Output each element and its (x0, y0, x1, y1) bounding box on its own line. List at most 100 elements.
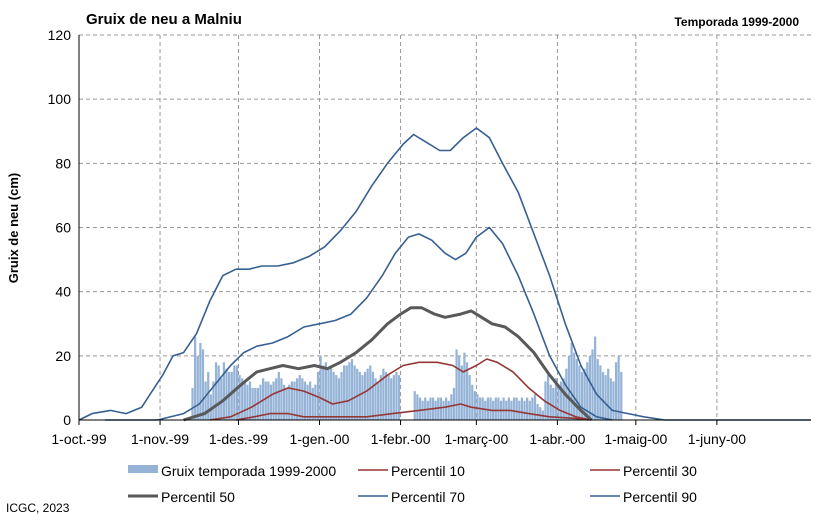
snow-depth-bar (225, 368, 228, 420)
snow-depth-bar (345, 365, 348, 420)
snow-depth-bar (369, 365, 372, 420)
snow-depth-bar (251, 387, 254, 420)
snow-depth-bar (620, 371, 623, 420)
snow-depth-bar (484, 400, 487, 420)
snow-depth-bar (458, 355, 461, 420)
snow-depth-bar (272, 381, 275, 420)
snow-depth-bar (601, 371, 605, 420)
snow-depth-bar (539, 407, 542, 420)
snow-depth-bar (233, 365, 236, 420)
y-tick-label: 100 (48, 91, 72, 107)
snow-depth-bar (295, 378, 299, 420)
snow-depth-bar (426, 400, 429, 420)
snow-depth-bar (596, 359, 599, 420)
snow-depth-bar (230, 371, 233, 420)
snow-depth-bar (599, 365, 602, 420)
snow-depth-bar (442, 400, 445, 420)
snow-depth-bar (298, 375, 301, 420)
snow-depth-bar (220, 378, 223, 420)
snow-depth-bar (363, 371, 367, 420)
snow-depth-bar (471, 384, 474, 420)
snow-depth-bar (573, 352, 576, 420)
snow-depth-bar (374, 378, 377, 420)
snow-depth-bar (617, 355, 620, 420)
snow-depth-bar (248, 381, 252, 420)
snow-depth-bar (371, 371, 375, 420)
snow-depth-bar (379, 375, 382, 420)
legend-item-p70-label: Percentil 70 (391, 489, 465, 505)
legend-item-p10-label: Percentil 10 (391, 463, 465, 479)
snow-depth-bar (570, 343, 573, 420)
snow-depth-bar (614, 362, 618, 420)
snow-depth-bar (275, 378, 278, 420)
snow-depth-bar (293, 381, 296, 420)
x-tick-label: 1-gen.-00 (290, 431, 350, 447)
snow-depth-bar (238, 375, 241, 420)
snow-depth-bar (212, 381, 215, 420)
snow-depth-bar (332, 371, 335, 420)
snow-depth-bar (533, 394, 537, 420)
y-tick-label: 80 (55, 155, 71, 171)
snow-depth-bar (306, 384, 309, 420)
snow-depth-bar (269, 384, 273, 420)
snow-depth-bar (439, 397, 442, 420)
snow-depth-bar (473, 391, 476, 420)
snow-depth-bar (452, 387, 456, 420)
snow-depth-bar (199, 343, 202, 420)
snow-depth-bar (246, 384, 249, 420)
snow-depth-bar (468, 375, 471, 420)
gridlines (79, 34, 811, 420)
snow-depth-bar (612, 381, 615, 420)
snow-depth-bar (327, 368, 330, 420)
snow-depth-bar (447, 400, 450, 420)
snow-depth-bar (607, 368, 610, 420)
percentile-10-line (235, 403, 589, 421)
snow-depth-bar (217, 365, 220, 420)
percentile-50-line (183, 306, 593, 422)
y-tick-label: 20 (55, 348, 71, 364)
snow-depth-bar (204, 381, 207, 420)
snow-depth-bar (434, 400, 437, 420)
legend-item-p30-label: Percentil 30 (623, 463, 697, 479)
snow-depth-bar (609, 378, 612, 420)
x-tick-label: 1-abr.-00 (529, 431, 585, 447)
x-tick-label: 1-oct.-99 (51, 431, 106, 447)
snow-depth-bar (507, 397, 510, 420)
snow-depth-bar (191, 387, 194, 420)
snow-depth-bar (319, 355, 322, 420)
snow-depth-bar (580, 371, 584, 420)
snow-depth-bar (578, 365, 581, 420)
snow-depth-bar (235, 365, 239, 420)
snow-depth-bar (267, 381, 270, 420)
snow-depth-bar (531, 397, 534, 420)
snow-depth-bar (562, 378, 565, 420)
snow-depth-bar (445, 397, 448, 420)
legend-item-p50-label: Percentil 50 (161, 489, 235, 505)
snow-depth-bar (489, 397, 492, 420)
snow-depth-bar (337, 378, 341, 420)
snow-depth-bar (356, 368, 359, 420)
snow-depth-bar (194, 336, 197, 420)
snow-depth-bar (413, 391, 416, 420)
snow-depth-bar (395, 371, 398, 420)
snow-depth-bar (586, 362, 589, 420)
snow-depth-bar (549, 384, 552, 420)
snow-depth-bar (277, 371, 280, 420)
x-tick-label: 1-febr.-00 (371, 431, 431, 447)
snow-depth-bar (309, 381, 312, 420)
snow-depth-bar (476, 394, 479, 420)
snow-depth-bar (520, 397, 524, 420)
x-tick-label: 1-juny-00 (688, 431, 747, 447)
snow-depth-bar (382, 368, 385, 420)
snow-depth-bar (546, 375, 550, 420)
percentile-90-line (78, 127, 811, 421)
snow-depth-bar (353, 365, 356, 420)
snow-depth-bar (314, 384, 317, 420)
snow-depth-bar (316, 371, 320, 420)
snow-depth-bar (424, 397, 427, 420)
snow-depth-bar (575, 359, 578, 420)
snow-depth-bar (209, 394, 212, 420)
chart-subtitle: Temporada 1999-2000 (674, 15, 799, 29)
snow-depth-bar (243, 381, 246, 420)
